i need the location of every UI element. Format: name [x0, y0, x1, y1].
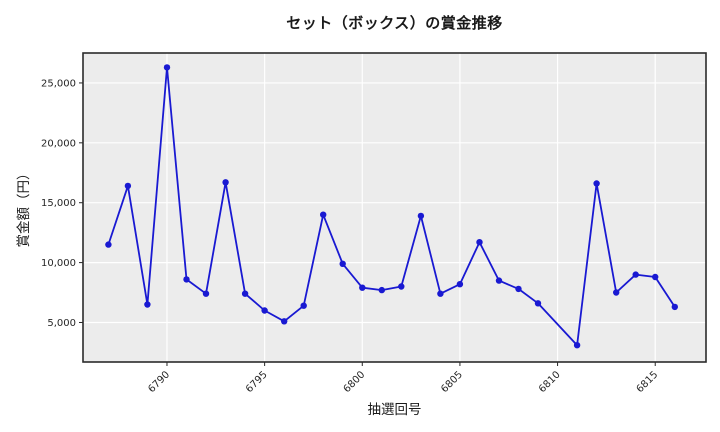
y-tick-label: 10,000 — [41, 258, 76, 269]
y-tick-label: 25,000 — [41, 78, 76, 89]
data-point-marker — [124, 182, 132, 190]
x-tick-label: 6795 — [244, 369, 270, 395]
y-axis-label: 賞金額（円） — [16, 166, 32, 248]
y-tick-label: 20,000 — [41, 138, 76, 149]
data-point-marker — [632, 271, 639, 278]
data-point-marker — [105, 241, 112, 248]
data-point-marker — [534, 300, 542, 307]
data-point-marker — [613, 289, 620, 296]
data-point-marker — [573, 342, 581, 349]
x-axis-label: 抽選回号 — [367, 402, 422, 418]
data-point-marker — [476, 239, 483, 246]
x-tick-label: 6805 — [439, 369, 465, 395]
data-point-marker — [593, 180, 600, 187]
data-point-marker — [144, 301, 151, 308]
data-point-marker — [261, 307, 268, 314]
data-point-marker — [495, 277, 503, 284]
plot-frame — [82, 52, 707, 363]
data-point-marker — [398, 283, 405, 290]
plot-area — [83, 53, 706, 362]
data-point-marker — [417, 212, 425, 220]
y-tick-label: 15,000 — [41, 198, 76, 209]
x-tick-label: 6790 — [146, 369, 172, 395]
data-point-marker — [456, 281, 464, 288]
data-point-marker — [222, 179, 229, 186]
data-point-marker — [671, 303, 678, 311]
data-point-marker — [300, 302, 307, 309]
x-tick-label: 6800 — [342, 369, 368, 395]
data-point-marker — [359, 284, 366, 291]
data-point-marker — [320, 211, 327, 218]
data-point-marker — [281, 318, 288, 325]
data-point-marker — [202, 290, 210, 297]
chart-title: セット（ボックス）の賞金推移 — [286, 14, 503, 32]
data-point-marker — [163, 64, 171, 71]
data-point-marker — [339, 260, 346, 267]
data-point-marker — [515, 285, 522, 293]
x-tick-label: 6810 — [537, 369, 563, 395]
data-point-marker — [183, 276, 190, 283]
data-point-marker — [241, 290, 249, 297]
x-tick-label: 6815 — [635, 369, 661, 395]
data-point-marker — [652, 273, 659, 281]
data-point-marker — [437, 290, 444, 297]
y-tick-label: 5,000 — [47, 318, 76, 329]
data-point-marker — [378, 286, 385, 294]
